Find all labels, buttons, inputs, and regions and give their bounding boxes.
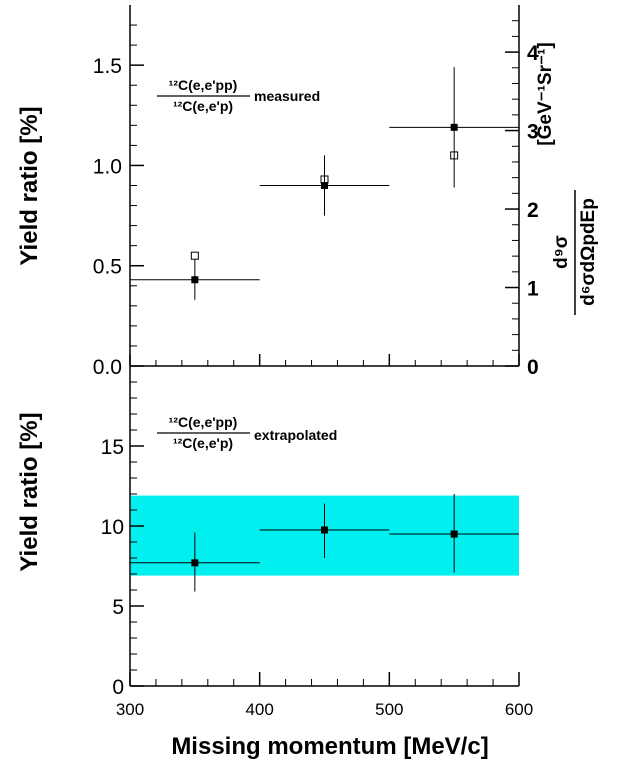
top-y-tick-label: 1.0 (93, 155, 122, 178)
right-axis-label: d⁹σ d⁶σdΩpdEp [GeV⁻¹Sr⁻¹] (535, 42, 599, 315)
top-annotation-denominator: ¹²C(e,e'p) (173, 98, 233, 114)
top-annotation-numerator: ¹²C(e,e'pp) (169, 77, 238, 93)
right-label-denominator: d⁶σdΩpdEp (578, 198, 599, 306)
bottom-annotation-denominator: ¹²C(e,e'p) (173, 435, 233, 451)
right-label-numerator: d⁹σ (551, 235, 572, 269)
top-y-tick-label: 0.5 (93, 256, 122, 279)
right-label-unit: [GeV⁻¹Sr⁻¹] (535, 42, 556, 145)
top-ylabel: Yield ratio [%] (16, 106, 43, 265)
x-tick-label: 400 (245, 700, 273, 719)
bottom-annotation-numerator: ¹²C(e,e'pp) (169, 414, 238, 430)
data-marks (130, 67, 519, 592)
axis-ticks (129, 20, 520, 687)
axis-tick-labels: 300 400 500 600 0.0 0.5 1.0 1.5 0 1 2 3 4 0 5 10 15 (93, 42, 539, 719)
data-point-filled (191, 559, 199, 567)
x-tick-label: 300 (116, 700, 144, 719)
data-point-filled (321, 526, 328, 534)
bottom-y-tick-label: 10 (101, 516, 124, 539)
top-annotation-suffix: measured (254, 88, 320, 104)
bottom-y-tick-label: 5 (112, 596, 124, 619)
bottom-y-tick-label: 0 (112, 676, 124, 699)
bottom-annotation-suffix: extrapolated (254, 427, 337, 443)
data-point-filled (321, 182, 328, 189)
x-axis-title: Missing momentum [MeV/c] (171, 733, 488, 760)
data-point-filled (450, 530, 458, 538)
right-y-tick-label: 3 (527, 121, 539, 144)
data-point-filled (191, 276, 199, 284)
bottom-annotation: ¹²C(e,e'pp) ¹²C(e,e'p) extrapolated (157, 414, 337, 451)
right-y-tick-label: 1 (527, 278, 539, 301)
right-y-tick-label: 4 (527, 42, 539, 65)
x-tick-label: 600 (505, 700, 533, 719)
right-y-tick-label: 0 (527, 356, 539, 379)
right-y-tick-label: 2 (527, 199, 539, 222)
bottom-ylabel: Yield ratio [%] (16, 412, 43, 571)
x-tick-label: 500 (375, 700, 403, 719)
bottom-y-tick-label: 15 (101, 436, 124, 459)
top-y-tick-label: 0.0 (93, 356, 122, 379)
data-point-open (190, 251, 199, 260)
data-point-filled (450, 123, 458, 131)
top-y-tick-label: 1.5 (93, 55, 122, 78)
top-annotation: ¹²C(e,e'pp) ¹²C(e,e'p) measured (157, 77, 320, 114)
